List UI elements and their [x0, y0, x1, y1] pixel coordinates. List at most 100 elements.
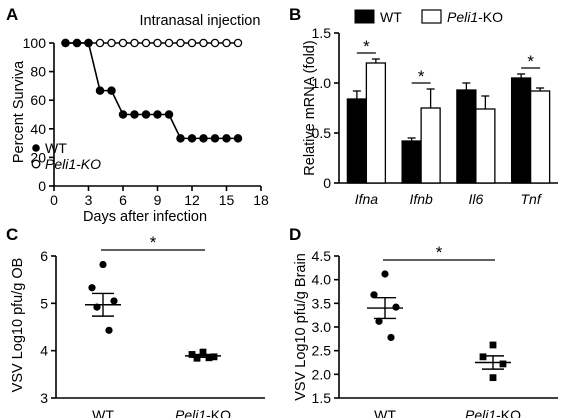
panel-d-point-ko	[499, 360, 507, 368]
panel-b-bar-wt	[456, 89, 477, 184]
panel-c-point-wt	[93, 303, 101, 311]
panel-a-letter: A	[6, 5, 18, 24]
panel-b-y-tick-label: 1.5	[312, 25, 332, 41]
panel-c-point-wt	[88, 284, 96, 292]
panel-c-y-tick-label: 3	[40, 390, 48, 406]
panel-d-point-ko	[489, 374, 497, 382]
panel-a-x-axis-label: Days after infection	[83, 209, 207, 225]
panel-a-point-wt	[95, 86, 105, 95]
panel-a-point-ko	[176, 38, 185, 48]
panel-c-point-ko	[205, 354, 213, 362]
panel-a-point-ko	[153, 38, 162, 48]
panel-b-marks: * * *	[346, 37, 551, 184]
panel-a-point-ko	[118, 38, 128, 48]
panel-a-x-tick-label: 3	[85, 192, 93, 208]
legend-wt-label: WT	[380, 9, 402, 25]
panel-d-point-wt	[387, 333, 395, 342]
panel-d-point-ko	[479, 353, 487, 361]
panel-c-point-ko	[199, 348, 207, 356]
panel-a-point-wt	[118, 110, 128, 119]
panel-c-y-axis-label: VSV Log10 pfu/g OB	[10, 258, 26, 393]
panel-b-significance-star: *	[363, 37, 370, 56]
panel-b-bar-ko	[475, 108, 496, 184]
panel-c-point-ko	[210, 353, 218, 361]
panel-b-bar-wt	[510, 77, 532, 184]
panel-d-axes: 1.5 2.0 2.5 3.0 3.5 4.0 4.5 WT Peli1-KO	[312, 248, 558, 418]
panel-a-point-ko	[95, 38, 105, 48]
panel-a-point-ko	[141, 38, 151, 48]
panel-a-y-axis-label: Percent Surviva	[11, 60, 27, 163]
panel-c-y-tick-label: 6	[40, 248, 48, 264]
panel-a-point-wt	[199, 134, 208, 143]
legend-ko-marker	[31, 159, 41, 169]
panel-b-bar-ko	[420, 107, 441, 184]
legend-ko-label: Peli1-KO	[447, 9, 503, 25]
panel-a-point-ko	[222, 38, 231, 48]
legend-wt-marker	[32, 144, 40, 152]
panel-a-point-wt	[210, 134, 220, 143]
panel-a-y-tick-label: 80	[30, 64, 46, 80]
panel-d-point-wt	[381, 270, 389, 278]
panel-a-point-wt	[187, 134, 197, 143]
panel-a-point-ko	[130, 38, 139, 48]
panel-a-legend: WT Peli1-KO	[31, 140, 101, 172]
panel-a-point-wt	[107, 86, 116, 95]
panel-c-category-label: Peli1-KO	[175, 407, 231, 418]
panel-d-point-wt	[392, 303, 400, 311]
panel-d-y-tick-label: 3.0	[312, 319, 332, 335]
legend-ko-label: Peli1-KO	[45, 156, 101, 172]
panel-b-category-label: Tnf	[521, 191, 543, 207]
panel-d-point-wt	[370, 291, 378, 299]
panel-d-y-tick-label: 2.0	[312, 366, 332, 382]
panel-d-category-label: Peli1-KO	[465, 407, 521, 418]
panel-c-category-label: WT	[92, 407, 114, 418]
legend-wt-swatch	[354, 9, 375, 24]
panel-a-point-wt	[233, 134, 243, 143]
panel-b-bar-ko	[365, 62, 387, 184]
panel-a-point-wt	[164, 110, 174, 119]
panel-a-y-tick-label: 40	[30, 121, 46, 137]
legend-wt-label: WT	[45, 140, 67, 156]
panel-b-y-axis-label: Relative mRNA (fold)	[302, 40, 318, 175]
panel-c-y-tick-label: 4	[40, 343, 48, 359]
panel-b-legend: WT Peli1-KO	[354, 9, 503, 25]
panel-a-y-tick-label: 60	[30, 92, 46, 108]
panel-b-bar-wt	[346, 98, 368, 184]
panel-d-marks: *	[367, 243, 511, 382]
panel-a-series-line-wt	[65, 42, 238, 140]
legend-ko-swatch	[421, 9, 442, 24]
panel-a-marks	[61, 38, 243, 143]
panel-c-point-wt	[99, 260, 107, 269]
panel-a-x-tick-label: 12	[184, 192, 200, 208]
panel-a-point-wt	[222, 134, 231, 143]
panel-b-y-tick-label: 1.0	[312, 75, 332, 91]
panel-b-letter: B	[289, 5, 301, 24]
panel-a-point-wt	[130, 110, 139, 119]
panel-a-point-ko	[199, 38, 208, 48]
panel-b-bar-wt	[401, 140, 422, 184]
panel-d-point-ko	[489, 341, 497, 349]
panel-a-x-tick-label: 18	[253, 192, 269, 208]
panel-a-x-tick-label: 15	[219, 192, 235, 208]
panel-c-point-ko	[188, 351, 196, 358]
panel-a-point-ko	[164, 38, 174, 48]
panel-a-point-ko	[187, 38, 197, 48]
panel-d-letter: D	[289, 225, 301, 244]
panel-a-point-wt	[84, 38, 93, 48]
panel-a-point-wt	[153, 110, 162, 119]
panel-d-y-tick-label: 2.5	[312, 343, 332, 359]
panel-d-significance-star: *	[436, 243, 443, 262]
panel-d-y-axis-label: VSV Log10 pfu/g Brain	[293, 253, 309, 401]
panel-a-title: Intranasal injection	[140, 13, 261, 29]
panel-d-y-tick-label: 3.5	[312, 295, 332, 311]
panel-b-y-tick-label: 0.5	[312, 125, 332, 141]
panel-d-y-tick-label: 1.5	[312, 390, 332, 406]
panel-d-point-wt	[375, 317, 383, 325]
panel-d-y-tick-label: 4.5	[312, 248, 332, 264]
panel-a-y-tick-label: 100	[23, 35, 47, 51]
panel-a-point-wt	[176, 134, 185, 143]
panel-c-axes: 3 4 5 6 WT Peli1-KO	[40, 248, 265, 418]
panel-c-point-wt	[105, 326, 113, 334]
